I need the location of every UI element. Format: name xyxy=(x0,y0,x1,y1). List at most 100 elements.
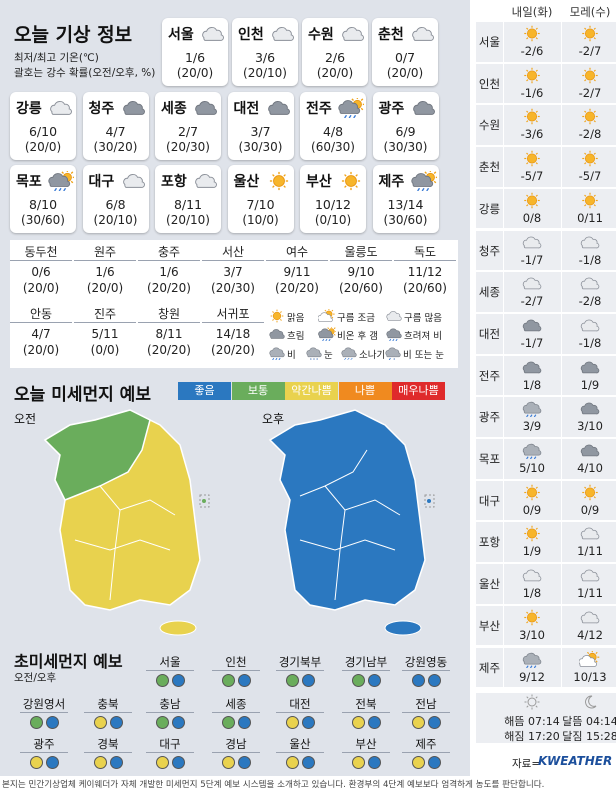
weather-icon xyxy=(318,309,335,323)
weather-icon xyxy=(522,443,542,459)
region-name: 강원영서 xyxy=(22,697,66,711)
sky-legend-label: 비 xyxy=(287,350,296,361)
region-rule xyxy=(402,670,450,671)
city-name: 울산 xyxy=(233,174,260,190)
temperature: 1/6 xyxy=(184,50,206,65)
city-name: 전주 xyxy=(306,101,332,117)
weather-icon xyxy=(342,27,364,41)
region-rule xyxy=(20,752,68,753)
precipitation: (20/0) xyxy=(24,140,62,154)
city-name: 춘천 xyxy=(478,160,501,175)
forecast-temp: -1/8 xyxy=(578,335,602,350)
forecast-temp: 1/11 xyxy=(577,544,603,559)
city-name: 대전 xyxy=(478,326,501,341)
weather-icon xyxy=(580,444,600,457)
precipitation: (10/0) xyxy=(242,213,279,227)
weather-icon xyxy=(580,569,600,582)
pm25-dot xyxy=(110,716,123,729)
forecast-temp: 3/10 xyxy=(577,419,603,434)
temperature: 13/14 xyxy=(387,197,424,212)
forecast-row-sep xyxy=(503,439,504,479)
pm25-dot xyxy=(172,674,185,687)
forecast-row xyxy=(476,605,616,646)
pm25-dot xyxy=(368,716,381,729)
pm25-dot xyxy=(238,756,251,769)
region-name: 충북 xyxy=(97,697,119,711)
precipitation: (20/20) xyxy=(147,343,191,357)
city-name: 수원 xyxy=(308,27,334,43)
moonset: 달짐 15:28 xyxy=(562,730,616,743)
city-name: 포항 xyxy=(161,174,187,190)
pm25-dot xyxy=(46,716,59,729)
map-am xyxy=(43,409,210,636)
city-name: 부산 xyxy=(478,618,501,633)
temperature: 1/6 xyxy=(95,265,115,279)
city-name: 울릉도 xyxy=(330,243,392,261)
sky-legend-label: 비 또는 눈 xyxy=(403,350,444,361)
weather-icon xyxy=(524,25,540,42)
weather-icon xyxy=(582,67,598,83)
temperature: 3/7 xyxy=(250,124,271,139)
temperature: 9/10 xyxy=(347,265,375,279)
weather-icon xyxy=(579,650,600,667)
city-card: 울산 7/10 (10/0) xyxy=(227,165,294,233)
pm25-dot xyxy=(30,716,43,729)
temperature: 9/11 xyxy=(283,265,311,279)
region-rule xyxy=(342,712,390,713)
forecast-row-sep xyxy=(561,63,562,104)
forecast-temp: 1/11 xyxy=(577,586,603,601)
forecast-row-sep xyxy=(561,605,562,646)
city-name: 독도 xyxy=(394,243,456,261)
pm25-dot xyxy=(156,674,169,687)
city-card: 광주 6/9 (30/30) xyxy=(372,92,439,160)
dust-title: 오늘 미세먼지 예보 xyxy=(14,385,151,405)
forecast-row-sep xyxy=(503,313,504,354)
pm25-dot xyxy=(172,716,185,729)
sky-legend-label: 구름 많음 xyxy=(404,313,442,324)
forecast-row-sep xyxy=(503,188,504,229)
temperature: 1/6 xyxy=(159,265,179,279)
forecast-temp: 10/13 xyxy=(573,669,607,684)
city-card: 춘천 0/7 (20/0) xyxy=(372,18,438,86)
precipitation: (30/60) xyxy=(21,213,65,227)
region-name: 울산 xyxy=(289,737,311,751)
city-name: 춘천 xyxy=(378,27,404,43)
dust-level: 약간나쁨 xyxy=(285,382,338,400)
weather-icon xyxy=(269,329,285,339)
forecast-row xyxy=(476,313,616,354)
temperature: 8/11 xyxy=(173,197,203,212)
city-card: 부산 10/12 (0/10) xyxy=(300,165,366,233)
region-rule xyxy=(402,752,450,753)
forecast-temp: 1/9 xyxy=(580,377,600,392)
weather-icon xyxy=(122,101,145,115)
dust-level: 매우나쁨 xyxy=(392,382,445,400)
forecast-temp: -1/8 xyxy=(578,252,602,267)
region-name: 전북 xyxy=(355,697,377,711)
city-name: 대전 xyxy=(233,101,260,117)
forecast-temp: 0/11 xyxy=(577,210,603,225)
forecast-row-sep xyxy=(561,564,562,604)
region-rule xyxy=(342,670,390,671)
pm25-dot xyxy=(352,674,365,687)
precipitation: (20/20) xyxy=(211,343,255,357)
city-card: 전주 4/8 (60/30) xyxy=(300,92,366,160)
pm25-dot xyxy=(302,756,315,769)
region-name: 경남 xyxy=(225,737,247,751)
forecast-temp: 1/8 xyxy=(522,377,542,392)
pm25-dot xyxy=(238,716,251,729)
forecast-row xyxy=(476,439,616,479)
forecast-temp: -2/8 xyxy=(578,294,602,309)
weather-icon xyxy=(267,101,290,115)
forecast-temp: -5/7 xyxy=(520,169,544,184)
weather-icon xyxy=(318,327,336,341)
forecast-row xyxy=(476,355,616,396)
weather-icon xyxy=(341,171,361,191)
forecast-row-sep xyxy=(503,564,504,604)
weather-icon xyxy=(522,236,542,248)
pm25-dot xyxy=(286,674,299,687)
temperature: 10/12 xyxy=(314,197,352,212)
forecast-row-sep xyxy=(503,230,504,271)
forecast-row-sep xyxy=(561,647,562,688)
unit-note: 최저/최고 기온(℃) xyxy=(14,52,99,64)
moonrise: 달뜸 04:14 xyxy=(562,715,616,728)
